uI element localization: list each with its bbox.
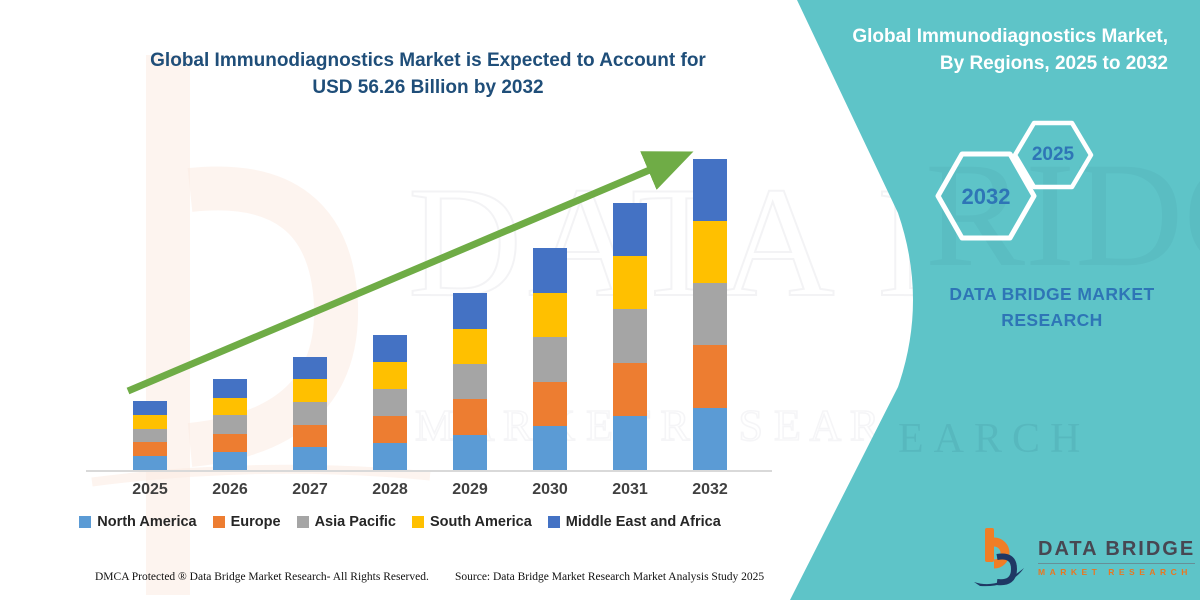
legend-label: North America: [97, 514, 197, 530]
source-note: Source: Data Bridge Market Research Mark…: [455, 571, 765, 583]
segment: [293, 447, 327, 470]
dmca-notice: DMCA Protected ® Data Bridge Market Rese…: [95, 571, 429, 583]
segment: [133, 401, 167, 416]
legend-label: South America: [430, 514, 532, 530]
segment: [693, 159, 727, 222]
legend-item: North America: [79, 514, 197, 530]
segment: [213, 433, 247, 452]
segment: [533, 425, 567, 470]
panel-watermark-research: EARCH: [898, 416, 1090, 462]
x-axis-label: 2029: [452, 481, 488, 498]
legend-swatch-icon: [79, 516, 92, 528]
legend-item: Middle East and Africa: [547, 514, 721, 530]
x-axis-label: 2025: [132, 481, 168, 498]
segment: [453, 399, 487, 435]
legend-swatch-icon: [296, 516, 309, 528]
panel-watermark-large: RIDGE: [925, 132, 1200, 298]
segment: [693, 283, 727, 346]
segment: [693, 345, 727, 408]
chart-legend: North America Europe Asia Pacific South Ame…: [0, 514, 800, 530]
segment: [133, 456, 167, 470]
x-axis-label: 2032: [692, 481, 728, 498]
segment: [693, 221, 727, 284]
x-axis-line: [86, 470, 772, 472]
segment: [133, 442, 167, 457]
segment: [133, 428, 167, 443]
segment: [293, 402, 327, 425]
legend-label: Middle East and Africa: [565, 514, 721, 530]
page-title: Global Immunodiagnostics Market is Expec…: [58, 48, 798, 101]
hexagon-2032-badge: [935, 151, 1037, 241]
segment: [613, 416, 647, 470]
x-axis-label: 2026: [212, 481, 248, 498]
segment: [293, 424, 327, 448]
legend-item: Asia Pacific: [296, 514, 396, 530]
legend-swatch-icon: [212, 516, 225, 528]
legend-label: Asia Pacific: [314, 514, 396, 530]
legend-label: Europe: [230, 514, 281, 530]
segment: [373, 415, 407, 443]
segment: [213, 451, 247, 470]
legend-swatch-icon: [547, 516, 560, 528]
x-axis-label: 2028: [372, 481, 408, 498]
segment: [373, 442, 407, 470]
segment: [213, 397, 247, 416]
title-line-2: USD 56.26 Billion by 2032: [312, 76, 544, 98]
hexagon-2025-badge: [1012, 120, 1094, 190]
x-axis-label: 2027: [292, 481, 328, 498]
bar-2032: [693, 159, 727, 470]
x-axis-label: 2031: [612, 481, 648, 498]
legend-swatch-icon: [412, 516, 424, 528]
x-axis-label: 2030: [532, 481, 568, 498]
legend-item: Europe: [212, 514, 281, 530]
legend-item: South America: [412, 514, 532, 530]
x-axis-labels: 2025 2026 2027 2028 2029 2030 2031 2032: [90, 481, 766, 503]
segment: [133, 415, 167, 429]
bar-2025: [133, 401, 167, 470]
segment: [213, 415, 247, 434]
segment: [693, 407, 727, 470]
segment: [453, 434, 487, 470]
title-line-1: Global Immunodiagnostics Market is Expec…: [150, 50, 706, 71]
